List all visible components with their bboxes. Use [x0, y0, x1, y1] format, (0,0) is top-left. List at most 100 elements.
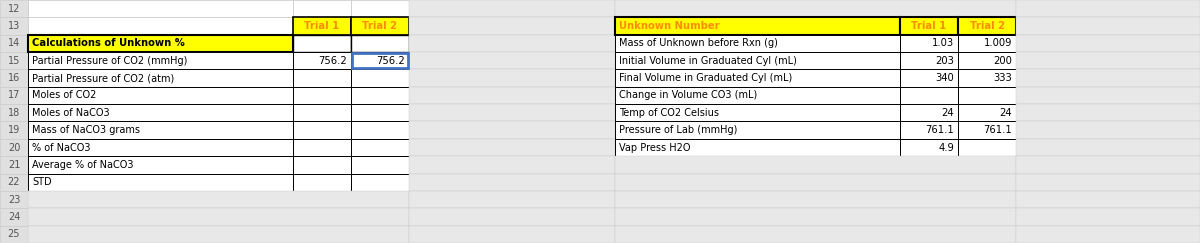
Bar [1016, 139, 1200, 156]
Bar [28, 17, 293, 35]
Text: 4.9: 4.9 [938, 143, 954, 153]
Bar [409, 174, 616, 191]
Bar [1016, 122, 1200, 139]
Text: 21: 21 [8, 160, 20, 170]
Bar [1016, 174, 1200, 191]
Bar [352, 69, 409, 87]
Text: 761.1: 761.1 [925, 125, 954, 135]
Bar [28, 226, 409, 243]
Text: Temp of CO2 Celsius: Temp of CO2 Celsius [619, 108, 719, 118]
Text: Mass of NaCO3 grams: Mass of NaCO3 grams [32, 125, 140, 135]
Bar [900, 69, 958, 87]
Text: Partial Pressure of CO2 (atm): Partial Pressure of CO2 (atm) [32, 73, 174, 83]
Bar [1016, 226, 1200, 243]
Text: Unknown Number: Unknown Number [619, 21, 720, 31]
Bar [409, 17, 616, 35]
Text: 12: 12 [8, 4, 20, 14]
Bar [409, 87, 616, 104]
Bar [0, 122, 28, 139]
Text: 761.1: 761.1 [983, 125, 1012, 135]
Bar [409, 139, 616, 156]
Bar [1016, 87, 1200, 104]
Bar [293, 17, 352, 35]
Bar [293, 0, 352, 17]
Text: 203: 203 [935, 56, 954, 66]
Bar [0, 191, 28, 208]
Bar [1016, 0, 1200, 17]
Bar [28, 139, 293, 156]
Bar [958, 139, 1016, 156]
Bar [352, 17, 409, 35]
Bar [0, 0, 28, 17]
Text: 200: 200 [994, 56, 1012, 66]
Bar [616, 174, 1016, 191]
Text: 333: 333 [994, 73, 1012, 83]
Bar [1016, 156, 1200, 174]
Bar [409, 0, 616, 17]
Bar [28, 208, 409, 226]
Bar [1016, 208, 1200, 226]
Bar [352, 0, 409, 17]
Bar [0, 104, 28, 122]
Text: 756.2: 756.2 [318, 56, 347, 66]
Bar [293, 87, 352, 104]
Bar [616, 52, 900, 69]
Bar [616, 226, 1016, 243]
Bar [409, 208, 616, 226]
Bar [616, 208, 1016, 226]
Bar [616, 17, 900, 35]
Text: 17: 17 [8, 90, 20, 100]
Bar [293, 69, 352, 87]
Bar [409, 156, 616, 174]
Bar [958, 122, 1016, 139]
Text: 24: 24 [8, 212, 20, 222]
Text: 25: 25 [7, 229, 20, 239]
Bar [28, 191, 409, 208]
Text: 1.009: 1.009 [984, 38, 1012, 48]
Text: 18: 18 [8, 108, 20, 118]
Bar [409, 69, 616, 87]
Bar [900, 52, 958, 69]
Bar [352, 139, 409, 156]
Bar [958, 52, 1016, 69]
Text: 24: 24 [941, 108, 954, 118]
Bar [958, 17, 1016, 35]
Bar [352, 87, 409, 104]
Bar [293, 156, 352, 174]
Text: 13: 13 [8, 21, 20, 31]
Bar [958, 35, 1016, 52]
Text: Change in Volume CO3 (mL): Change in Volume CO3 (mL) [619, 90, 757, 100]
Bar [28, 69, 293, 87]
Bar [352, 104, 409, 122]
Text: Vap Press H2O: Vap Press H2O [619, 143, 690, 153]
Bar [293, 122, 352, 139]
Bar [28, 174, 293, 191]
Bar [293, 104, 352, 122]
Text: 22: 22 [7, 177, 20, 187]
Bar [0, 35, 28, 52]
Bar [352, 53, 408, 69]
Bar [900, 139, 958, 156]
Bar [616, 156, 1016, 174]
Bar [958, 104, 1016, 122]
Bar [1016, 104, 1200, 122]
Bar [958, 87, 1016, 104]
Bar [28, 122, 293, 139]
Text: 15: 15 [8, 56, 20, 66]
Bar [293, 35, 352, 52]
Bar [900, 87, 958, 104]
Bar [352, 122, 409, 139]
Bar [409, 52, 616, 69]
Bar [1016, 69, 1200, 87]
Text: 16: 16 [8, 73, 20, 83]
Bar [352, 174, 409, 191]
Bar [409, 191, 616, 208]
Bar [352, 156, 409, 174]
Text: Moles of NaCO3: Moles of NaCO3 [32, 108, 109, 118]
Bar [28, 104, 293, 122]
Text: Final Volume in Graduated Cyl (mL): Final Volume in Graduated Cyl (mL) [619, 73, 792, 83]
Bar [0, 139, 28, 156]
Bar [0, 52, 28, 69]
Bar [958, 69, 1016, 87]
Bar [409, 104, 616, 122]
